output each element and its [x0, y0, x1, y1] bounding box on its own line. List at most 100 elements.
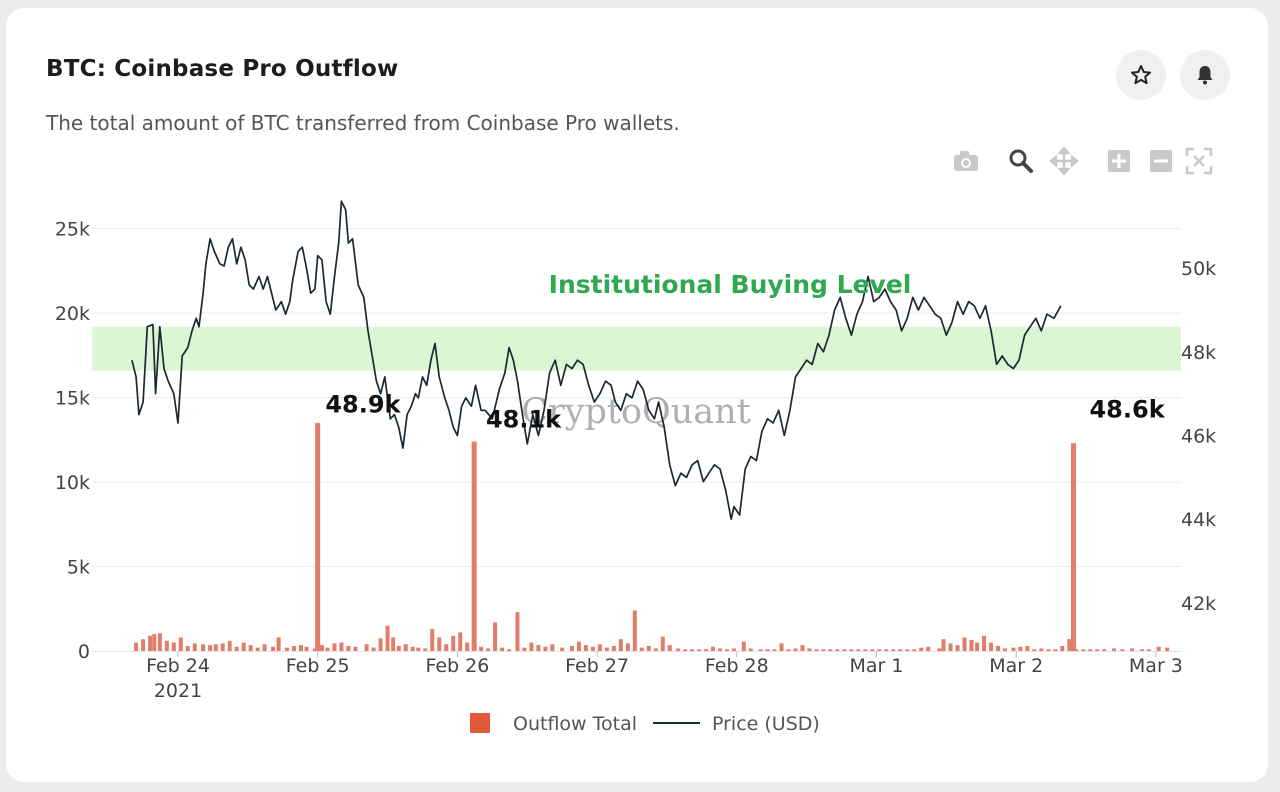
- outflow-bar: [1039, 648, 1044, 651]
- outflow-bar: [152, 634, 157, 651]
- outflow-bar: [821, 649, 826, 651]
- outflow-bar: [969, 640, 974, 651]
- outflow-bar: [948, 643, 953, 651]
- outflow-bar: [403, 644, 408, 651]
- zoom-out-button[interactable]: [1146, 146, 1176, 176]
- x-tick-label: Feb 28: [705, 655, 769, 677]
- outflow-bar: [741, 641, 746, 651]
- outflow-bar: [319, 645, 324, 651]
- outflow-bar: [339, 642, 344, 651]
- outflow-bar: [1120, 649, 1125, 651]
- outflow-bar: [718, 648, 723, 651]
- outflow-bar: [284, 647, 289, 651]
- outflow-bar: [842, 649, 847, 651]
- outflow-bar: [1067, 639, 1072, 651]
- x-year-label: 2021: [154, 680, 202, 702]
- outflow-bar: [493, 622, 498, 651]
- outflow-bar: [583, 645, 588, 651]
- outflow-bar: [1088, 649, 1093, 651]
- outflow-bar: [849, 649, 854, 651]
- outflow-bar: [646, 645, 651, 651]
- outflow-spike-bar: [471, 441, 477, 651]
- outflow-bar: [178, 637, 183, 651]
- download-plot-button[interactable]: [951, 146, 981, 176]
- outflow-bar: [164, 640, 169, 651]
- band-annotation: Institutional Buying Level: [549, 270, 912, 299]
- zoom-button[interactable]: [1006, 146, 1036, 176]
- outflow-bar: [856, 649, 861, 651]
- y-right-tick-label: 48k: [1181, 342, 1216, 364]
- outflow-bar: [667, 645, 672, 651]
- outflow-bar: [325, 647, 330, 651]
- legend-item-price[interactable]: Price (USD): [653, 713, 820, 735]
- camera-icon: [954, 151, 978, 171]
- outflow-bar: [515, 612, 520, 651]
- outflow-bar: [1139, 649, 1144, 651]
- outflow-bar: [807, 648, 812, 651]
- zoom-in-button[interactable]: [1104, 146, 1134, 176]
- outflow-bar: [653, 648, 658, 651]
- y-left-tick-label: 10k: [55, 472, 90, 494]
- legend-label-outflow: Outflow Total: [513, 713, 637, 735]
- outflow-bar: [437, 637, 442, 651]
- outflow-bar: [1130, 648, 1135, 651]
- outflow-bar: [451, 635, 456, 651]
- outflow-spike-bar: [315, 422, 321, 651]
- outflow-bar: [877, 649, 882, 651]
- zoom-in-icon: [1108, 150, 1130, 172]
- outflow-bar: [937, 648, 942, 651]
- outflow-bar: [690, 649, 695, 651]
- outflow-bar: [732, 648, 737, 651]
- legend-item-outflow[interactable]: Outflow Total: [470, 713, 637, 735]
- outflow-bar: [590, 646, 595, 651]
- outflow-bar: [255, 647, 260, 651]
- x-tick-label: Mar 3: [1129, 655, 1183, 677]
- outflow-bar: [891, 649, 896, 651]
- outflow-bar: [1111, 648, 1116, 651]
- bell-icon: [1197, 66, 1213, 85]
- outflow-bar: [863, 649, 868, 651]
- outflow-bar: [676, 648, 681, 651]
- outflow-bar: [660, 636, 665, 651]
- legend-label-price: Price (USD): [712, 713, 820, 735]
- outflow-bar: [1003, 648, 1008, 651]
- pan-button[interactable]: [1049, 146, 1079, 176]
- chart-card: BTC: Coinbase Pro Outflow The total amou…: [6, 8, 1268, 782]
- outflow-bar: [522, 647, 527, 651]
- star-icon: [1131, 65, 1151, 85]
- outflow-bar: [312, 648, 317, 651]
- outflow-bar: [835, 649, 840, 651]
- outflow-bar: [912, 649, 917, 651]
- outflow-bar: [711, 646, 716, 651]
- pan-icon: [1050, 147, 1078, 175]
- outflow-bar: [786, 649, 791, 651]
- outflow-bar: [884, 649, 889, 651]
- outflow-bar: [704, 649, 709, 651]
- outflow-bar: [800, 645, 805, 651]
- outflow-bar: [765, 649, 770, 651]
- outflow-bar: [444, 644, 449, 651]
- watermark: CryptoQuant: [521, 392, 751, 432]
- outflow-bar: [378, 638, 383, 651]
- alert-button[interactable]: [1180, 50, 1230, 100]
- outflow-bar: [560, 647, 565, 651]
- outflow-bar: [639, 647, 644, 651]
- outflow-bar: [192, 643, 197, 651]
- outflow-bar: [1146, 649, 1151, 651]
- y-axis-right: 42k 44k 46k 48k 50k: [1181, 258, 1216, 615]
- outflow-bar: [779, 643, 784, 651]
- outflow-bar: [1053, 649, 1058, 651]
- outflow-bar: [385, 625, 390, 651]
- outflow-bar: [1081, 649, 1086, 651]
- outflow-bar: [220, 643, 225, 651]
- outflow-bar: [346, 645, 351, 651]
- x-tick-label: Mar 1: [850, 655, 904, 677]
- y-right-tick-label: 42k: [1181, 593, 1216, 615]
- outflow-bar: [543, 646, 548, 651]
- outflow-bar: [982, 635, 987, 651]
- outflow-bar: [304, 646, 309, 651]
- favorite-button[interactable]: [1116, 50, 1166, 100]
- autoscale-button[interactable]: [1184, 146, 1214, 176]
- outflow-bar: [772, 649, 777, 651]
